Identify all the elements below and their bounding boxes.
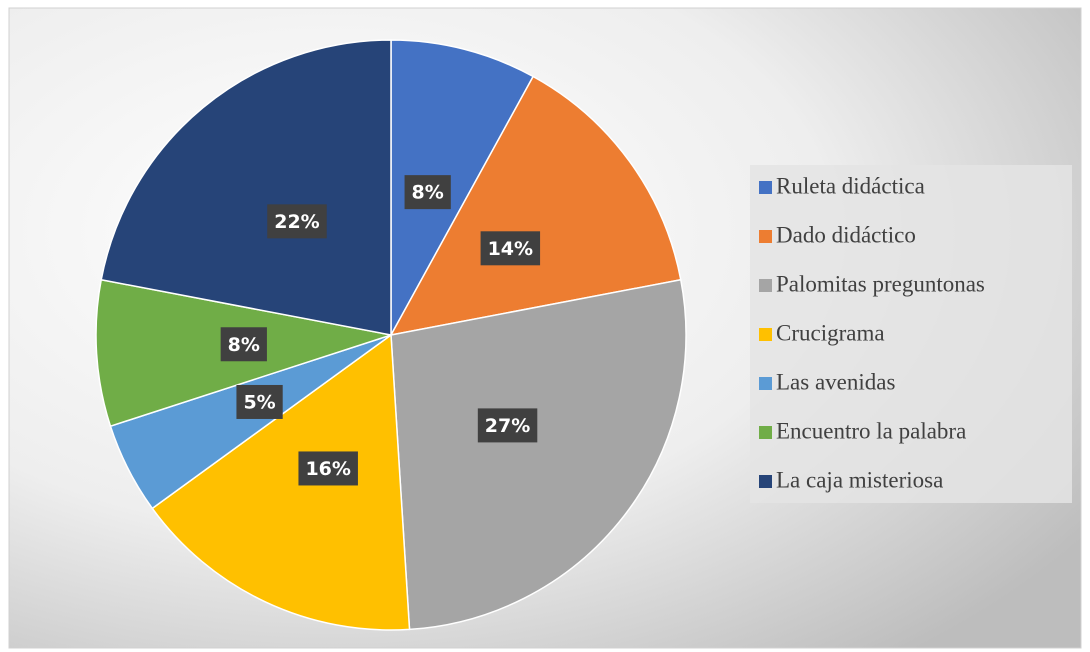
- legend-swatch: [759, 279, 772, 292]
- legend-label: Crucigrama: [776, 320, 885, 345]
- data-label-box: [220, 327, 267, 362]
- legend-label: Encuentro la palabra: [776, 418, 966, 443]
- legend-label: La caja misteriosa: [776, 467, 943, 492]
- legend-swatch: [759, 328, 772, 341]
- data-label: 16%: [305, 458, 350, 480]
- data-label: 8%: [412, 182, 444, 204]
- data-label-box: [477, 408, 538, 443]
- legend-swatch: [759, 426, 772, 439]
- legend-swatch: [759, 475, 772, 488]
- legend-label: Las avenidas: [776, 369, 895, 394]
- data-label: 8%: [228, 334, 260, 356]
- data-label-box: [298, 451, 358, 486]
- data-label-box: [404, 175, 451, 210]
- data-label: 27%: [485, 415, 530, 437]
- legend-label: Ruleta didáctica: [776, 173, 925, 198]
- legend-label: Dado didáctico: [776, 222, 916, 247]
- legend-swatch: [759, 230, 772, 243]
- pie-slice: [390, 278, 687, 631]
- data-label: 14%: [488, 238, 533, 260]
- legend-box: [750, 165, 1072, 503]
- data-label: 5%: [243, 391, 275, 413]
- data-label-box: [480, 231, 541, 266]
- pie-slice: [390, 39, 535, 336]
- legend-swatch: [759, 181, 772, 194]
- data-label-box: [236, 384, 283, 419]
- legend-label: Palomitas preguntonas: [776, 271, 985, 296]
- pie-slice: [151, 333, 411, 631]
- legend-swatch: [759, 377, 772, 390]
- data-label-box: [267, 204, 327, 239]
- pie-slice: [389, 75, 682, 337]
- pie-slice: [100, 39, 392, 336]
- data-label: 22%: [274, 211, 319, 233]
